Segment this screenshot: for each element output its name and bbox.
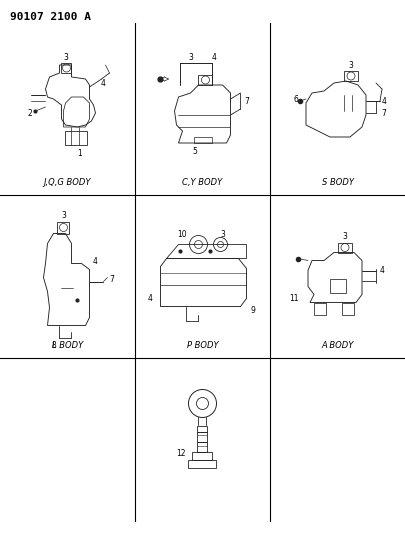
Bar <box>194 137 212 143</box>
Text: J,Q,G BODY: J,Q,G BODY <box>44 178 91 187</box>
Text: 5: 5 <box>192 147 196 156</box>
Bar <box>198 75 212 85</box>
Bar <box>188 459 216 467</box>
Text: A BODY: A BODY <box>321 341 353 350</box>
Bar <box>192 451 212 459</box>
Text: 11: 11 <box>288 294 298 303</box>
Text: 7: 7 <box>109 275 114 284</box>
Text: 12: 12 <box>175 449 185 458</box>
Bar <box>197 432 207 441</box>
Text: S BODY: S BODY <box>321 178 353 187</box>
Text: 10: 10 <box>177 230 187 239</box>
Bar <box>343 71 357 81</box>
Bar <box>337 243 351 253</box>
Text: 3: 3 <box>348 61 353 69</box>
Text: 4: 4 <box>101 78 106 87</box>
Text: 8: 8 <box>51 341 56 350</box>
Text: C,Y BODY: C,Y BODY <box>182 178 222 187</box>
Text: 4: 4 <box>379 266 384 275</box>
Bar <box>341 303 353 314</box>
Text: L BODY: L BODY <box>52 341 83 350</box>
Text: 7: 7 <box>381 109 386 117</box>
Bar <box>329 279 345 293</box>
Text: 9: 9 <box>249 306 254 315</box>
Text: 7: 7 <box>243 96 248 106</box>
Text: 4: 4 <box>148 294 153 303</box>
Text: 90107 2100 A: 90107 2100 A <box>10 12 91 22</box>
Text: 3: 3 <box>220 230 224 239</box>
Text: 3: 3 <box>188 52 192 61</box>
Text: 3: 3 <box>342 232 347 241</box>
Bar <box>58 222 69 233</box>
Bar <box>313 303 325 314</box>
Bar <box>197 425 207 432</box>
Bar <box>197 441 207 451</box>
Text: P BODY: P BODY <box>186 341 218 350</box>
Text: 1: 1 <box>77 149 82 157</box>
Text: 4: 4 <box>381 96 386 106</box>
Text: 4: 4 <box>211 52 216 61</box>
Text: 3: 3 <box>61 211 66 220</box>
Bar <box>65 131 87 145</box>
Text: 6: 6 <box>293 94 298 103</box>
Text: 3: 3 <box>63 52 68 61</box>
Text: 2: 2 <box>27 109 32 117</box>
Text: 4: 4 <box>93 257 98 266</box>
